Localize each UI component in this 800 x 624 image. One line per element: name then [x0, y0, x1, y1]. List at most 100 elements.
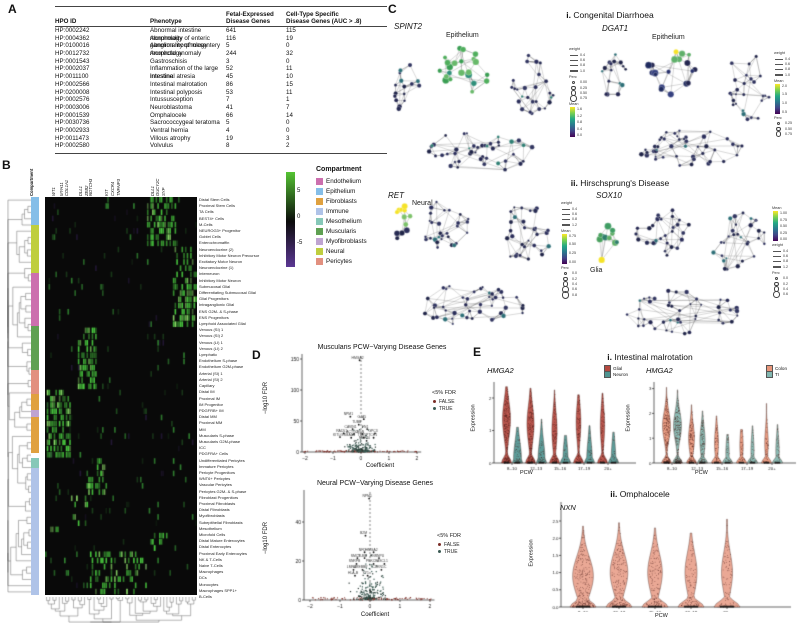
perc-circle — [570, 95, 577, 102]
legend-block-title: Mean — [772, 206, 782, 210]
mean-colorbar — [773, 211, 778, 241]
heatmap-row-label: Arterial (SI) 2 — [199, 376, 223, 382]
weight-line-swatch — [772, 266, 781, 268]
table-cell: HP:0011100 — [55, 73, 89, 81]
fdr-legend-dot — [433, 400, 436, 403]
weight-line — [569, 59, 578, 61]
table-row: HP:0004362 Abnormality of enteric ganglio… — [55, 35, 387, 50]
table-cell: Volvulus — [150, 142, 174, 150]
celltype-legend-glial-neuron: Glial Neuron — [604, 364, 628, 379]
heatmap-row-label: Vascular Pericytes — [199, 482, 232, 488]
table-cell: 45 — [226, 73, 233, 81]
weight-legend-entry: 0.6 — [569, 57, 599, 62]
heatmap-row-label: Proximal IM — [199, 395, 221, 401]
fdr-legend-title: <5% FDR — [432, 390, 456, 396]
compartment-strip-segment — [31, 409, 39, 418]
perc-value: 0.00 — [580, 80, 587, 85]
table-cell: Abnormality of mesentery morphology — [150, 42, 221, 58]
table-row: HP:0001543 Gastroschisis 3 0 — [55, 58, 387, 66]
malrotation-title: i. Intestinal malrotation — [540, 352, 760, 362]
weight-line — [561, 213, 570, 215]
perc-circle — [775, 131, 782, 137]
table-cell: Intussusception — [150, 96, 193, 104]
panel-e-label: E — [473, 345, 482, 359]
table-row: HP:0012732 Anorectal anomaly 244 32 — [55, 50, 387, 58]
weight-value: 0.4 — [785, 56, 790, 61]
table-cell: Neuroblastoma — [150, 103, 192, 111]
table-cell: HP:0100016 — [55, 42, 90, 50]
fdr-legend-dot — [438, 543, 441, 546]
heatmap-row-label: Distal Mature Enterocytes — [199, 538, 245, 544]
heatmap-row-label: MM — [199, 426, 206, 432]
compartment-legend-item: Pericytes — [316, 256, 396, 266]
heatmap-row-label: Intraganglionic Glial — [199, 302, 235, 308]
heatmap-row-label: Neuroendocrine (2) — [199, 246, 234, 252]
weight-legend-entry: 0.8 — [569, 63, 599, 68]
mean-colorbar-values: 1.00 0.75 0.50 0.25 0.00 — [780, 211, 787, 241]
column-dendrogram-canvas — [45, 597, 197, 623]
heatmap-row-label: NK & T-Cells — [199, 556, 222, 562]
heatmap-row-label: Interneuron — [199, 271, 220, 277]
legend-block-title: Perc — [569, 74, 577, 79]
table-cell: 244 — [226, 50, 237, 58]
table-cell: 0 — [286, 119, 290, 127]
volcano-neural-title: Neural PCW−Varying Disease Genes — [316, 480, 433, 487]
phenotype-table: HPO ID Phenotype Fetal-Expressed Disease G… — [55, 6, 387, 155]
gene-label-ret: RET — [388, 191, 404, 200]
heatmap-row-label: Pericytes G2M- & S-phase — [199, 488, 247, 494]
weight-legend-entry: 0.6 — [774, 61, 800, 66]
table-row: HP:0002037 Inflammation of the large inte… — [55, 65, 387, 80]
heatmap-gene-label: DLL1 — [78, 185, 84, 196]
perc-circle-swatch — [774, 126, 783, 131]
section-i-text: Congenital Diarrhoea — [573, 10, 654, 20]
section-ii-text: Hirschsprung's Disease — [580, 178, 670, 188]
compartment-legend-item: Myofibroblasts — [316, 236, 396, 246]
heatmap-row-label: Endothelium S-phase — [199, 358, 238, 364]
perc-circle — [774, 281, 779, 286]
weight-legend-entry: 0.4 — [561, 206, 591, 211]
compartment-swatch — [316, 197, 323, 205]
heatmap-row-label: Venous (SI) 1 — [199, 327, 224, 333]
weight-value: 1.2 — [572, 222, 577, 227]
table-cell: 19 — [226, 134, 233, 142]
panel-d-label: D — [252, 348, 261, 362]
volcano-muscularis-canvas — [260, 352, 470, 474]
table-cell: Abnormality of enteric ganglion morpholo… — [150, 34, 210, 50]
heatmap-row-label: Distal IM — [199, 389, 215, 395]
violin-hmga2-colon-ti-canvas — [640, 380, 800, 475]
gene-label-spint2: SPINT2 — [394, 22, 423, 31]
table-cell: HP:0002566 — [55, 80, 90, 88]
mean-value: 2.0 — [782, 83, 787, 88]
group-legend-entry: Neuron — [604, 371, 628, 379]
table-cell: 41 — [226, 103, 233, 111]
heatmap-row-label: Venous (LI) 2 — [199, 345, 223, 351]
omphalocele-title: ii. Omphalocele — [530, 489, 750, 499]
weight-value: 1.2 — [783, 264, 788, 269]
compartment-strip-segment — [31, 393, 39, 410]
compartment-legend: Compartment Endothelium Epithelium Fibrobl… — [316, 166, 396, 266]
gene-label-hmga2-left: HMGA2 — [487, 366, 514, 375]
weight-value: 0.6 — [580, 58, 585, 63]
table-cell: 7 — [226, 96, 230, 104]
section-i-prefix: i. — [566, 10, 572, 20]
heatmap-row-label: Monocytes — [199, 581, 219, 587]
weight-legend-entry: 0.6 — [561, 211, 591, 216]
volcano-neural-xlabel: Coefficient — [360, 612, 390, 618]
cluster-label-glia: Glia — [590, 267, 603, 274]
table-cell: 7 — [286, 103, 290, 111]
weight-value: 0.4 — [580, 52, 585, 57]
omphalocele-prefix: ii. — [610, 489, 618, 499]
weight-line-swatch — [772, 260, 781, 263]
table-cell: HP:0002576 — [55, 96, 90, 104]
compartment-strip-segment — [31, 417, 39, 453]
fdr-legend-title: <5% FDR — [437, 533, 461, 539]
table-row: HP:0002576 Intussusception 7 1 — [55, 96, 387, 104]
weight-line — [561, 224, 570, 226]
perc-value: 0.25 — [785, 121, 792, 126]
weight-legend-entry: 0.8 — [561, 217, 591, 222]
heatmap-row-label: TA Cells — [199, 209, 214, 215]
mean-colorbar — [562, 233, 567, 264]
table-cell: 5 — [226, 119, 230, 127]
compartment-swatch — [316, 187, 323, 195]
compartment-swatch — [316, 237, 323, 245]
